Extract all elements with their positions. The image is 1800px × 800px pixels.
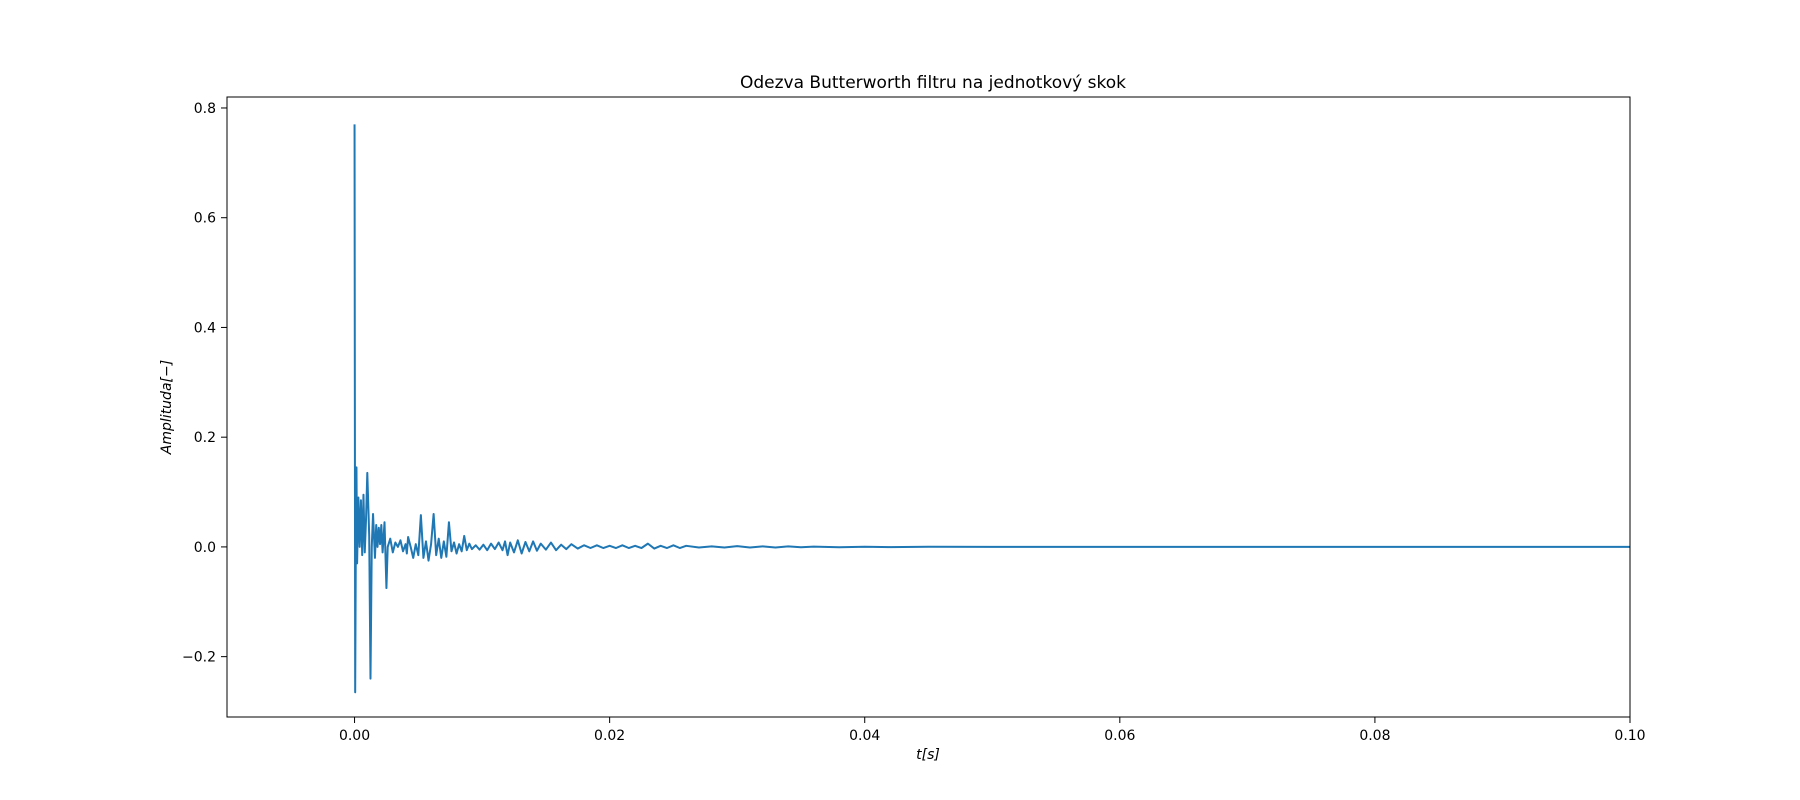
x-axis-ticks: 0.00 0.02 0.04 0.06 0.08 0.10 bbox=[339, 717, 1646, 744]
y-tick-label: 0.0 bbox=[194, 540, 216, 556]
y-axis-label: Amplituda[−] bbox=[159, 360, 175, 455]
y-tick-label: 0.4 bbox=[194, 320, 216, 336]
chart-title: Odezva Butterworth filtru na jednotkový … bbox=[740, 73, 1126, 93]
x-tick-label: 0.08 bbox=[1359, 728, 1390, 744]
x-tick-label: 0.10 bbox=[1614, 728, 1645, 744]
y-tick-label: 0.6 bbox=[194, 211, 216, 227]
y-tick-label: −0.2 bbox=[182, 650, 216, 666]
y-axis-ticks: −0.2 0.0 0.2 0.4 0.6 0.8 bbox=[182, 101, 227, 666]
x-tick-label: 0.06 bbox=[1104, 728, 1135, 744]
plot-area bbox=[226, 96, 1631, 718]
x-axis-label: t[s] bbox=[916, 747, 940, 763]
y-tick-label: 0.2 bbox=[194, 430, 216, 446]
x-tick-label: 0.02 bbox=[594, 728, 625, 744]
y-tick-label: 0.8 bbox=[194, 101, 216, 117]
x-tick-label: 0.00 bbox=[339, 728, 370, 744]
x-tick-label: 0.04 bbox=[849, 728, 880, 744]
series-line bbox=[353, 124, 1630, 694]
plot-frame bbox=[226, 96, 1631, 718]
